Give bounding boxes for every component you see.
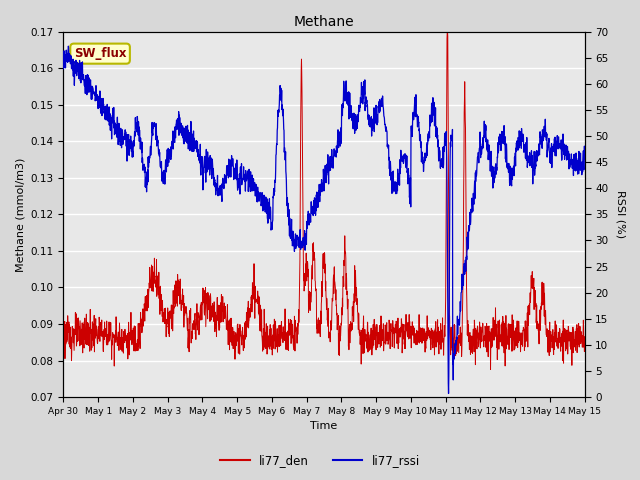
- X-axis label: Time: Time: [310, 421, 338, 432]
- Title: Methane: Methane: [294, 15, 355, 29]
- Y-axis label: RSSI (%): RSSI (%): [615, 190, 625, 239]
- Text: SW_flux: SW_flux: [74, 47, 126, 60]
- Legend: li77_den, li77_rssi: li77_den, li77_rssi: [216, 449, 424, 472]
- Y-axis label: Methane (mmol/m3): Methane (mmol/m3): [15, 157, 25, 272]
